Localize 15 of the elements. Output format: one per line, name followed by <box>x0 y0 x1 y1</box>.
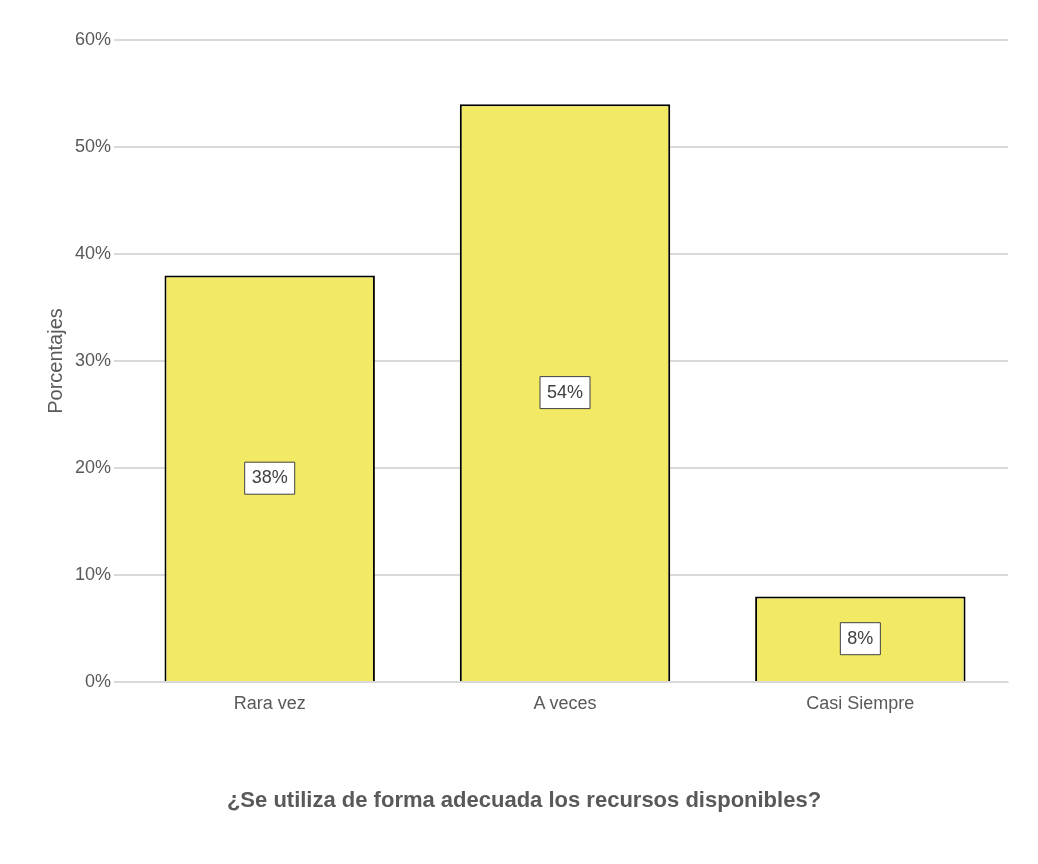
data-label: 54% <box>547 381 584 402</box>
x-tick-label: A veces <box>533 692 597 713</box>
y-tick-label: 60% <box>75 28 112 49</box>
y-tick-label: 10% <box>75 563 112 584</box>
x-tick-label: Casi Siempre <box>806 692 915 713</box>
y-tick-label: 30% <box>75 349 112 370</box>
y-tick-label: 0% <box>85 670 112 691</box>
y-axis-title: Porcentajes <box>43 308 66 414</box>
y-tick-label: 40% <box>75 242 112 263</box>
data-label: 38% <box>251 467 288 488</box>
y-tick-label: 20% <box>75 456 112 477</box>
text: ¿Se utiliza de forma adecuada los recursos disponibles? <box>226 786 822 812</box>
x-tick-label: Rara vez <box>233 692 306 713</box>
y-tick-label: 50% <box>75 135 112 156</box>
data-label: 8% <box>847 627 874 648</box>
